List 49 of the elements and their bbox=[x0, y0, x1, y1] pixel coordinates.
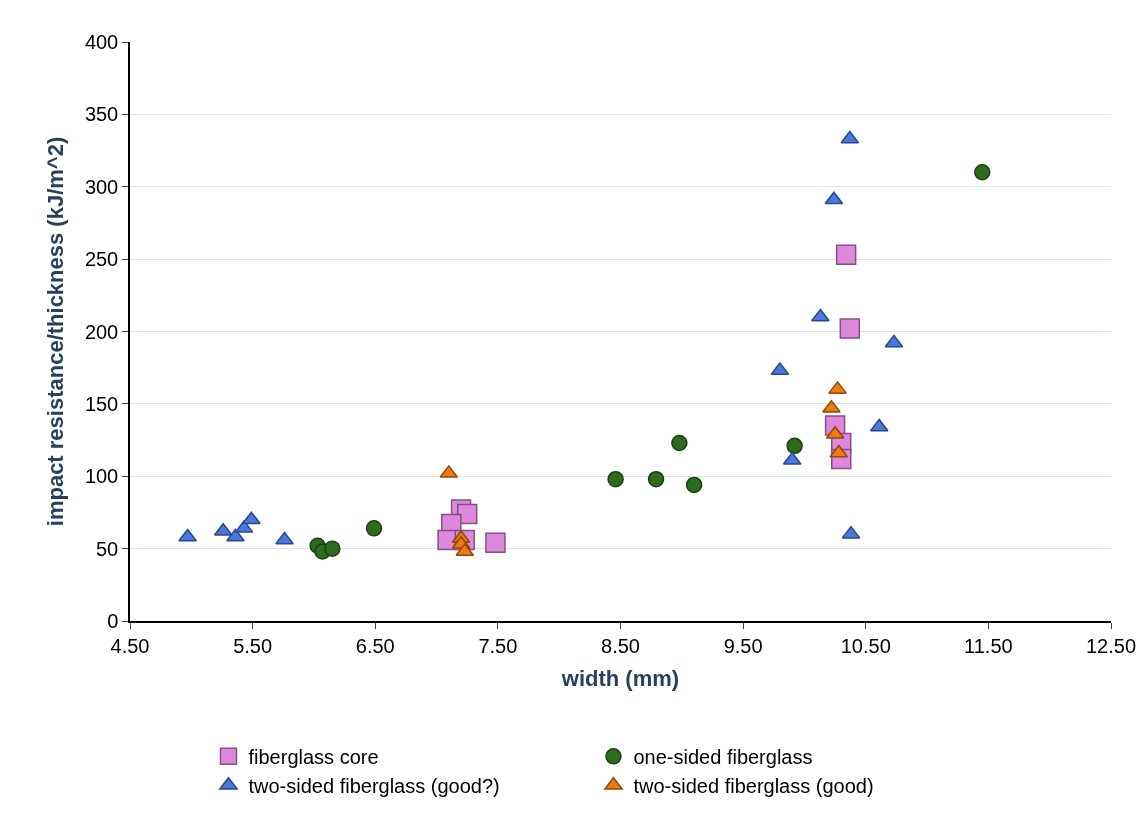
y-tick-label: 50 bbox=[96, 537, 119, 560]
x-tick-label: 6.50 bbox=[355, 634, 395, 657]
y-tick-label: 150 bbox=[84, 392, 119, 415]
x-tick-label: 7.50 bbox=[478, 634, 518, 657]
y-axis-title: impact resistance/thickness (kJ/m^2) bbox=[43, 136, 69, 527]
point bbox=[647, 470, 665, 488]
point bbox=[835, 244, 857, 266]
legend-label: one-sided fiberglass bbox=[633, 746, 813, 769]
point bbox=[607, 470, 624, 488]
point bbox=[829, 444, 849, 458]
point bbox=[770, 362, 790, 376]
y-tick-label: 300 bbox=[84, 175, 119, 198]
y-tick-label: 100 bbox=[84, 465, 119, 488]
legend-label: fiberglass core bbox=[248, 746, 379, 769]
point bbox=[840, 130, 860, 144]
y-tick-label: 250 bbox=[84, 248, 119, 271]
y-tick-label: 400 bbox=[84, 31, 119, 53]
x-axis-title: width (mm) bbox=[560, 666, 680, 692]
x-tick-label: 9.50 bbox=[723, 634, 763, 657]
point bbox=[884, 334, 904, 348]
x-tick-label: 5.50 bbox=[233, 634, 273, 657]
point bbox=[241, 511, 261, 525]
y-tick-label: 0 bbox=[107, 610, 119, 632]
legend-label: two-sided fiberglass (good) bbox=[633, 775, 874, 798]
point bbox=[226, 528, 245, 542]
point bbox=[810, 308, 830, 322]
point bbox=[822, 399, 841, 413]
point bbox=[824, 191, 844, 205]
y-tick-label: 200 bbox=[84, 320, 119, 343]
point bbox=[178, 528, 198, 542]
point bbox=[685, 476, 703, 494]
point bbox=[841, 525, 861, 539]
point bbox=[324, 540, 341, 557]
x-tick-label: 12.50 bbox=[1085, 634, 1137, 657]
point bbox=[671, 434, 688, 452]
point bbox=[275, 531, 294, 545]
y-tick-label: 350 bbox=[84, 103, 119, 126]
legend-label: two-sided fiberglass (good?) bbox=[248, 775, 500, 798]
point bbox=[974, 164, 991, 181]
point bbox=[786, 437, 803, 455]
point bbox=[869, 418, 889, 432]
point bbox=[455, 543, 475, 557]
point bbox=[839, 318, 861, 339]
x-tick-label: 8.50 bbox=[601, 634, 640, 657]
x-tick-label: 11.50 bbox=[964, 634, 1013, 657]
point bbox=[365, 520, 383, 537]
x-tick-label: 4.50 bbox=[110, 634, 150, 657]
point bbox=[485, 532, 506, 554]
x-tick-label: 10.50 bbox=[840, 634, 891, 657]
